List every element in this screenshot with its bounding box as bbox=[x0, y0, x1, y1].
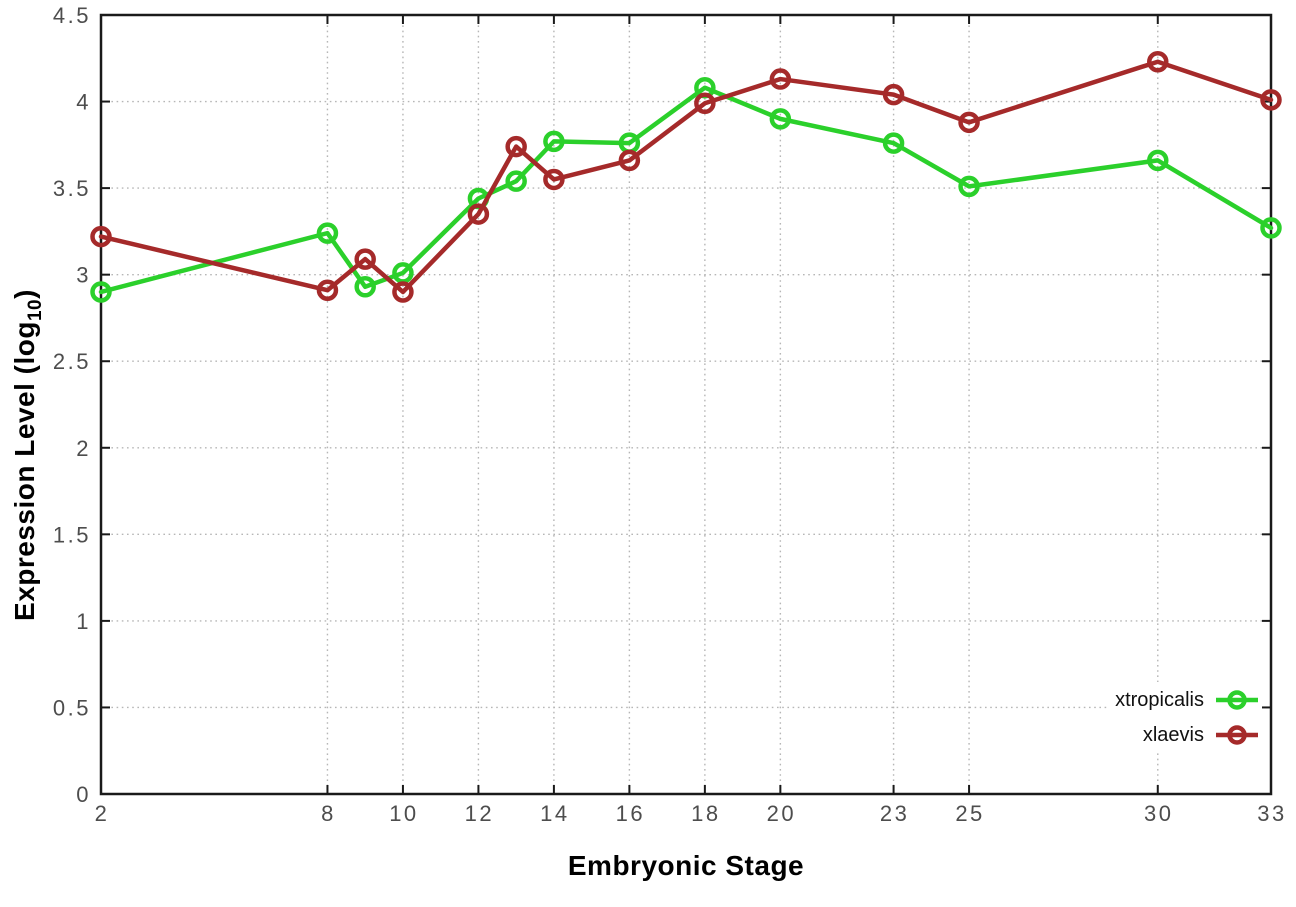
data-point-marker bbox=[769, 108, 792, 130]
data-point-marker bbox=[354, 276, 376, 298]
y-tick-label: 3.5 bbox=[53, 176, 91, 201]
y-tick-label: 4.5 bbox=[53, 3, 91, 28]
data-point-marker bbox=[316, 279, 339, 301]
tick-labels: 2 8 10 12 14 16 18 20 23 25 30 33 0 0.5 1 1.5 2 2.5 3 3.5 4 4… bbox=[53, 3, 1286, 826]
data-point-marker bbox=[618, 149, 641, 172]
data-point-marker bbox=[543, 130, 565, 153]
x-tick-label: 10 bbox=[389, 801, 418, 826]
axes bbox=[99, 13, 1273, 796]
data-point-marker bbox=[1260, 89, 1282, 111]
data-point-marker bbox=[505, 135, 527, 158]
data-point-marker bbox=[1147, 149, 1169, 172]
x-tick-label: 8 bbox=[321, 801, 336, 826]
x-tick-label: 25 bbox=[955, 801, 984, 826]
legend: xtropicalis xlaevis bbox=[1107, 682, 1262, 753]
y-tick-label: 4 bbox=[76, 90, 91, 115]
gridlines bbox=[100, 14, 1272, 795]
data-point-marker bbox=[1260, 217, 1282, 239]
y-axis-label-suffix: ) bbox=[9, 289, 41, 299]
data-point-marker bbox=[1147, 50, 1169, 73]
data-point-marker bbox=[392, 281, 414, 303]
legend-item-xtropicalis: xtropicalis bbox=[1115, 684, 1260, 716]
x-tick-label: 16 bbox=[616, 801, 645, 826]
line-marker-sample-icon bbox=[1216, 725, 1258, 745]
data-point-marker bbox=[316, 222, 339, 244]
x-tick-label: 33 bbox=[1257, 801, 1286, 826]
y-tick-label: 1.5 bbox=[53, 522, 91, 547]
x-tick-label: 2 bbox=[95, 801, 110, 826]
data-point-marker bbox=[354, 248, 376, 270]
data-point-marker bbox=[958, 175, 980, 198]
data-point-marker bbox=[505, 170, 527, 192]
x-tick-label: 23 bbox=[880, 801, 909, 826]
x-axis-label: Embryonic Stage bbox=[567, 850, 805, 881]
y-tick-label: 2 bbox=[76, 436, 91, 461]
y-tick-label: 0 bbox=[76, 782, 91, 807]
series-xlaevis bbox=[90, 50, 1282, 303]
data-point-marker bbox=[467, 203, 490, 225]
x-tick-label: 30 bbox=[1144, 801, 1173, 826]
legend-label-xlaevis: xlaevis bbox=[1142, 723, 1204, 746]
x-tick-label: 14 bbox=[540, 801, 569, 826]
line-marker-sample-icon bbox=[1216, 690, 1258, 710]
y-axis-label-subscript: 10 bbox=[24, 298, 46, 322]
legend-item-xlaevis: xlaevis bbox=[1143, 719, 1260, 751]
data-point-marker bbox=[694, 92, 716, 115]
x-tick-label: 18 bbox=[691, 801, 720, 826]
y-tick-label: 0.5 bbox=[53, 695, 91, 720]
y-tick-label: 3 bbox=[76, 263, 91, 288]
data-point-marker bbox=[769, 68, 792, 90]
data-point-marker bbox=[90, 281, 112, 303]
data-point-marker bbox=[958, 111, 980, 134]
y-axis-label-text: Expression Level (log bbox=[9, 321, 41, 621]
y-tick-label: 1 bbox=[76, 609, 91, 634]
y-axis-label: Expression Level (log10) bbox=[9, 289, 47, 621]
series-line bbox=[98, 59, 1274, 295]
data-point-marker bbox=[543, 168, 565, 191]
x-tick-label: 20 bbox=[767, 801, 796, 826]
series-xtropicalis bbox=[90, 76, 1282, 303]
x-tick-label: 12 bbox=[465, 801, 494, 826]
y-tick-label: 2.5 bbox=[53, 349, 91, 374]
data-point-marker bbox=[882, 83, 905, 106]
data-point-marker bbox=[90, 225, 112, 248]
data-point-marker bbox=[882, 132, 905, 154]
legend-label-xtropicalis: xtropicalis bbox=[1115, 688, 1204, 711]
plot-border bbox=[99, 13, 1273, 796]
